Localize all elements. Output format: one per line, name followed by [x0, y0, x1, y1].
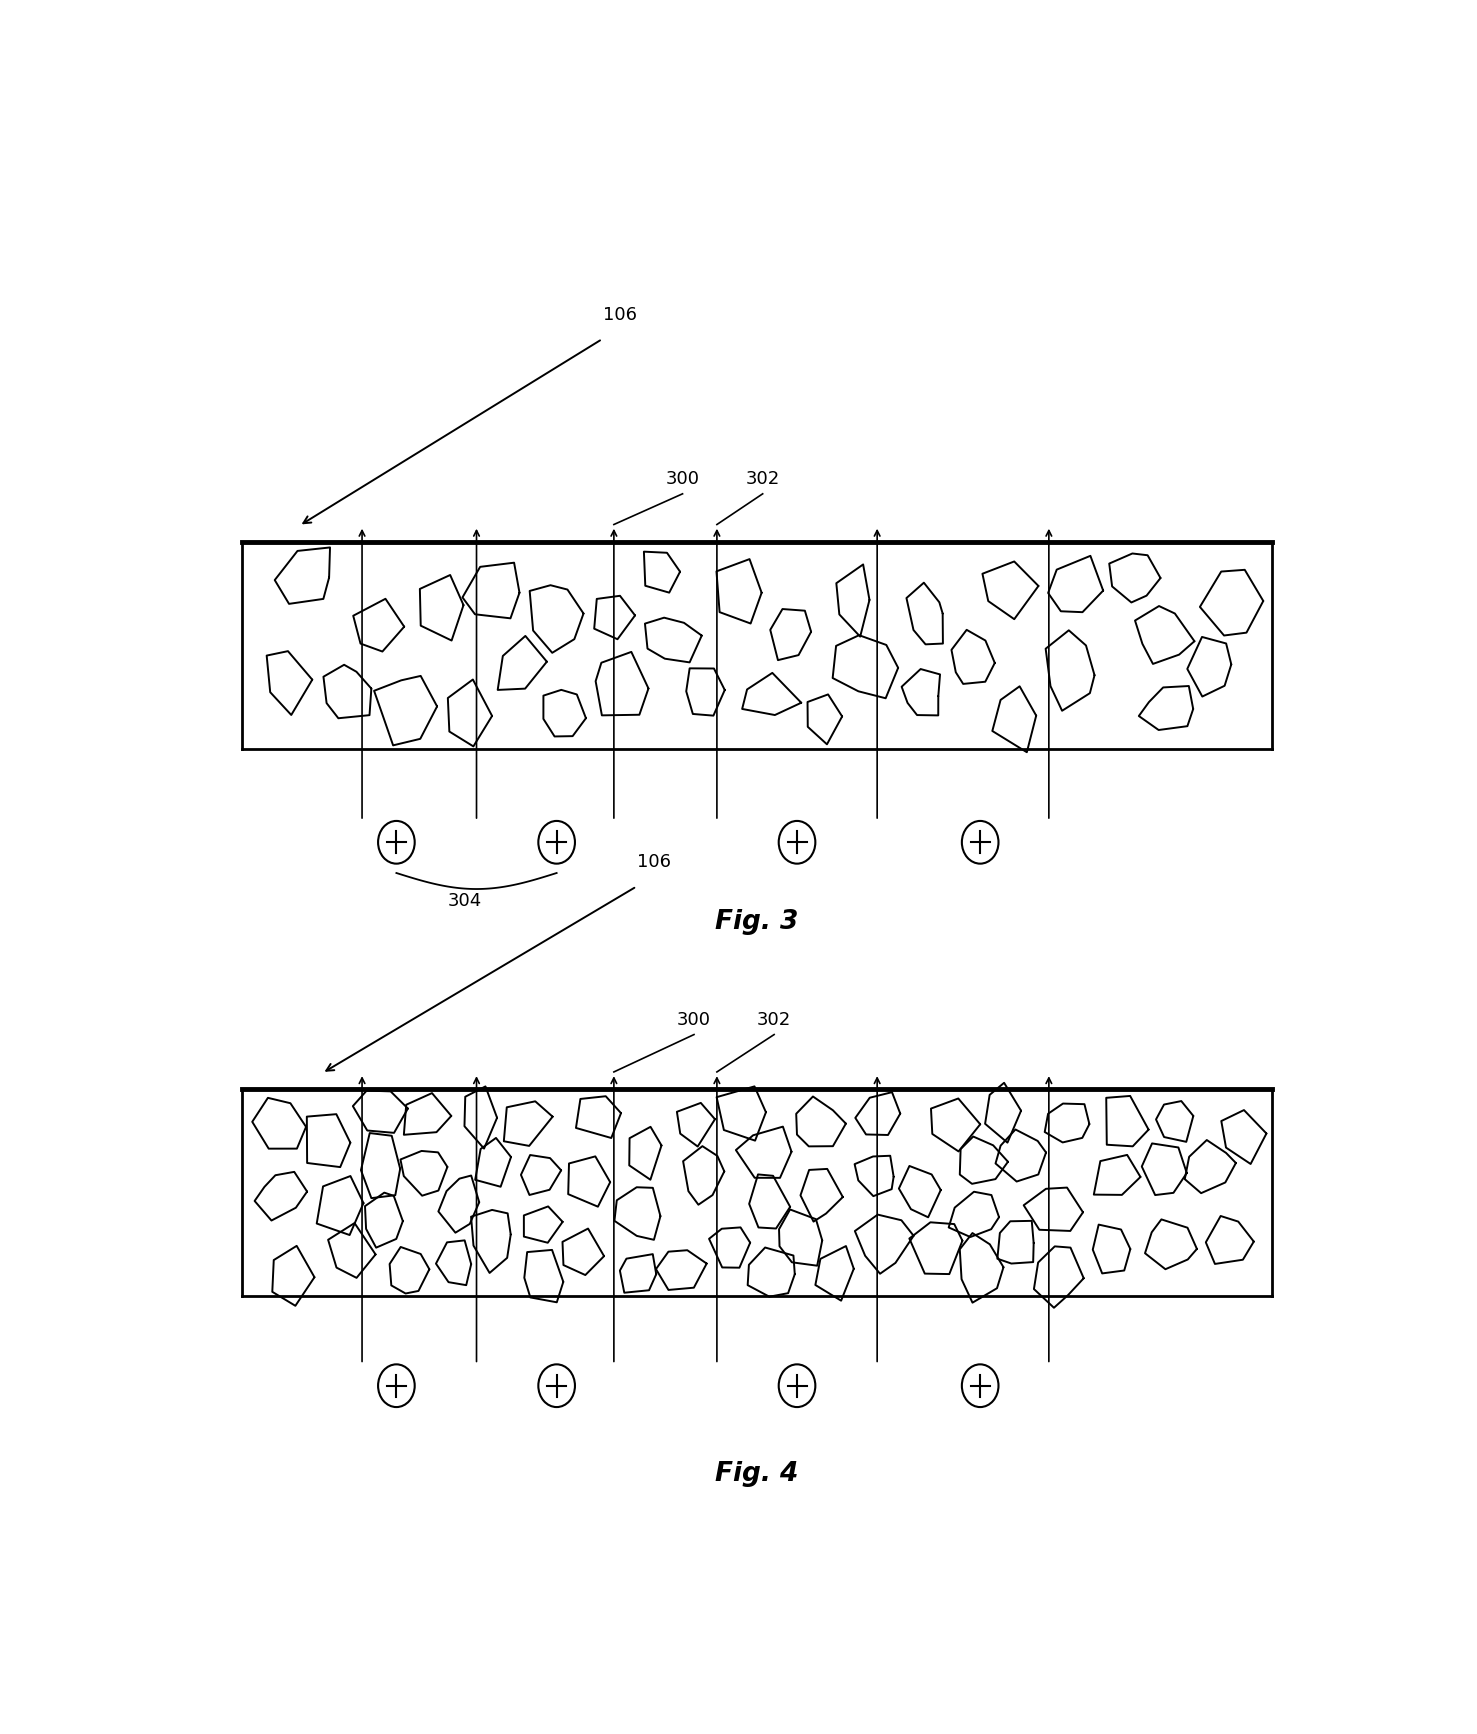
Text: 304: 304: [448, 891, 482, 910]
Text: 300: 300: [676, 1011, 710, 1030]
Text: 106: 106: [637, 853, 671, 870]
Text: 300: 300: [666, 470, 700, 489]
Text: 106: 106: [603, 305, 637, 324]
Text: 302: 302: [758, 1011, 792, 1030]
Text: Fig. 3: Fig. 3: [715, 909, 799, 935]
Text: 302: 302: [746, 470, 780, 489]
Text: Fig. 4: Fig. 4: [715, 1460, 799, 1486]
